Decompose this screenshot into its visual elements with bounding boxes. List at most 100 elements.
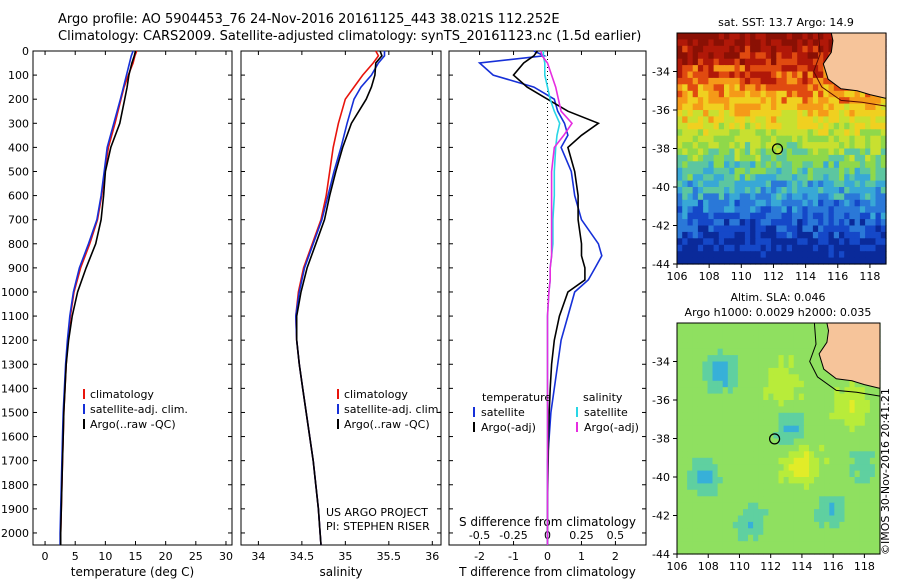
sla-pixel xyxy=(839,528,846,536)
sst-pixel xyxy=(760,142,767,150)
sla-pixel xyxy=(829,464,835,472)
sst-pixel xyxy=(760,129,767,137)
sst-pixel xyxy=(739,193,746,201)
sla-pixel xyxy=(737,329,744,337)
sst-pixel xyxy=(865,154,871,162)
sla-pixel xyxy=(682,509,688,517)
sla-pixel xyxy=(844,400,851,407)
sla-pixel xyxy=(737,521,744,529)
sla-pixel xyxy=(783,380,790,388)
sla-pixel xyxy=(809,348,815,356)
sst-pixel xyxy=(786,45,793,53)
sla-pixel xyxy=(793,547,800,555)
sla-pixel xyxy=(819,380,825,388)
sst-pixel xyxy=(703,180,709,188)
sst-pixel xyxy=(739,154,746,162)
sst-pixel xyxy=(765,238,772,246)
sst-pixel xyxy=(807,206,814,214)
sst-pixel xyxy=(755,65,762,73)
sst-pixel xyxy=(828,206,835,214)
sst-pixel xyxy=(750,148,756,156)
sla-pixel xyxy=(793,470,800,478)
sla-pixel xyxy=(682,342,688,350)
sla-pixel xyxy=(798,457,805,465)
sst-pixel xyxy=(687,58,694,66)
sla-pixel xyxy=(768,470,775,478)
map-x-tick-label: 106 xyxy=(667,270,688,283)
sla-pixel xyxy=(697,419,703,427)
sla-pixel xyxy=(783,451,790,459)
sla-pixel xyxy=(748,342,754,350)
sla-pixel xyxy=(793,323,800,330)
sla-pixel xyxy=(819,419,825,427)
sst-pixel xyxy=(786,103,793,111)
sst-pixel xyxy=(854,180,861,188)
sla-pixel xyxy=(869,489,876,497)
sla-pixel xyxy=(732,361,739,369)
sla-pixel xyxy=(864,438,871,446)
sst-pixel xyxy=(708,251,715,259)
sst-pixel xyxy=(718,122,725,130)
sst-pixel xyxy=(687,174,694,182)
sst-pixel xyxy=(765,97,772,105)
sla-pixel xyxy=(793,528,800,536)
sla-pixel xyxy=(758,335,764,343)
sla-pixel xyxy=(758,387,764,395)
sla-pixel xyxy=(803,412,810,420)
sla-pixel xyxy=(707,380,714,388)
sst-pixel xyxy=(765,58,772,66)
sla-pixel xyxy=(743,380,749,388)
sla-pixel xyxy=(697,502,703,510)
sst-pixel xyxy=(729,122,736,130)
sla-pixel xyxy=(732,521,739,529)
sla-pixel xyxy=(819,329,825,337)
sla-pixel xyxy=(798,432,805,440)
sst-pixel xyxy=(807,84,814,92)
sla-pixel xyxy=(727,541,734,549)
sla-pixel xyxy=(758,374,764,382)
sst-pixel xyxy=(818,154,824,162)
sst-pixel xyxy=(781,39,788,47)
x-tick-label: 20 xyxy=(159,550,173,563)
sst-pixel xyxy=(859,161,866,169)
sla-pixel xyxy=(768,489,775,497)
sla-pixel xyxy=(814,451,820,459)
sla-pixel xyxy=(869,528,876,536)
sla-pixel xyxy=(874,444,881,452)
sla-pixel xyxy=(712,483,719,491)
sla-pixel xyxy=(788,489,795,497)
sla-pixel xyxy=(687,477,693,484)
sst-pixel xyxy=(687,135,694,143)
sla-pixel xyxy=(743,502,749,510)
sst-pixel xyxy=(703,206,709,214)
sst-pixel xyxy=(792,231,798,239)
sst-pixel xyxy=(786,65,793,73)
sst-pixel xyxy=(729,129,736,137)
sla-pixel xyxy=(727,528,734,536)
sst-pixel xyxy=(755,244,762,252)
sst-pixel xyxy=(734,180,741,188)
sst-pixel xyxy=(713,231,720,239)
sst-pixel xyxy=(833,231,840,239)
sla-pixel xyxy=(809,335,815,343)
sst-pixel xyxy=(687,154,694,162)
sst-pixel xyxy=(823,167,830,175)
sst-pixel xyxy=(849,116,856,124)
sla-pixel xyxy=(758,444,764,452)
sla-pixel xyxy=(819,521,825,529)
sla-pixel xyxy=(717,515,724,523)
sst-pixel xyxy=(687,206,694,214)
sst-pixel xyxy=(776,97,783,105)
sla-pixel xyxy=(758,425,764,433)
sst-pixel xyxy=(697,187,704,194)
sla-pixel xyxy=(692,412,698,420)
sst-pixel xyxy=(849,148,856,156)
sla-pixel xyxy=(707,547,714,555)
sst-pixel xyxy=(697,244,704,252)
sla-pixel xyxy=(773,425,780,433)
sst-pixel xyxy=(708,65,715,73)
sst-pixel xyxy=(776,52,783,60)
sst-pixel xyxy=(797,238,803,246)
sst-pixel xyxy=(677,116,683,124)
